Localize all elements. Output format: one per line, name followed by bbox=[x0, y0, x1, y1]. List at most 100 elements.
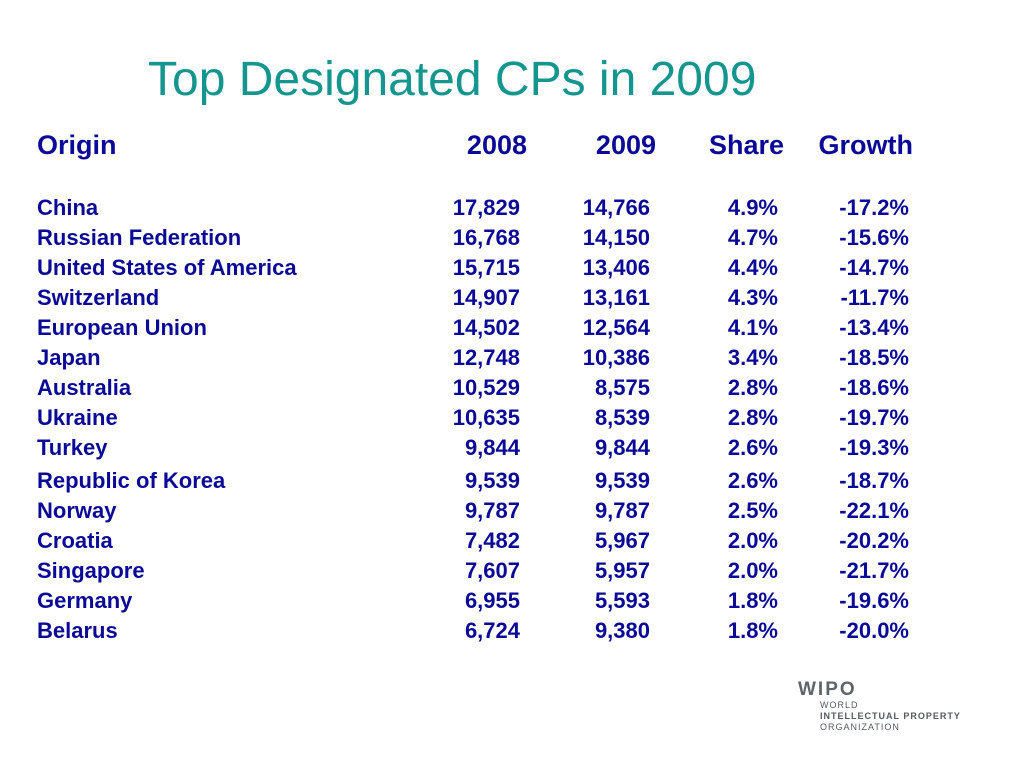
cell-growth: -17.2% bbox=[839, 195, 909, 220]
cell-share: 1.8% bbox=[727, 588, 778, 613]
cell-2009: 9,539 bbox=[594, 468, 650, 493]
cell-2008: 6,724 bbox=[464, 618, 520, 643]
cell-share: 2.0% bbox=[727, 528, 778, 553]
table-row: Belarus 6,724 9,380 1.8% -20.0% bbox=[0, 616, 1024, 646]
cell-growth: -18.7% bbox=[839, 468, 909, 493]
cell-origin: Norway bbox=[37, 498, 117, 523]
cell-2009: 9,380 bbox=[594, 618, 650, 643]
cell-origin: Belarus bbox=[37, 618, 118, 643]
wipo-logo-line-world: WORLD bbox=[820, 700, 859, 710]
cell-share: 2.8% bbox=[727, 375, 778, 400]
wipo-logo: WIPO WORLD INTELLECTUAL PROPERTY ORGANIZ… bbox=[796, 680, 996, 740]
cell-2008: 6,955 bbox=[464, 588, 520, 613]
cell-growth: -14.7% bbox=[839, 255, 909, 280]
cell-origin: Australia bbox=[37, 375, 132, 400]
table-row: Japan 12,748 10,386 3.4% -18.5% bbox=[0, 343, 1024, 373]
cell-2008: 12,748 bbox=[452, 345, 520, 370]
slide-title: Top Designated CPs in 2009 bbox=[148, 53, 757, 106]
cell-share: 4.7% bbox=[727, 225, 778, 250]
cell-2008: 9,844 bbox=[464, 435, 520, 460]
table-row: Turkey 9,844 9,844 2.6% -19.3% bbox=[0, 433, 1024, 463]
table-row: Australia 10,529 8,575 2.8% -18.6% bbox=[0, 373, 1024, 403]
cell-growth: -15.6% bbox=[839, 225, 909, 250]
table-header: Origin 2008 2009 Share Growth bbox=[0, 128, 1024, 162]
cell-origin: Turkey bbox=[37, 435, 108, 460]
cell-origin: Switzerland bbox=[37, 285, 160, 310]
cell-2008: 10,635 bbox=[452, 405, 520, 430]
cell-origin: Russian Federation bbox=[37, 225, 242, 250]
cell-2008: 16,768 bbox=[452, 225, 520, 250]
table-row: Norway 9,787 9,787 2.5% -22.1% bbox=[0, 496, 1024, 526]
cell-2008: 7,607 bbox=[464, 558, 520, 583]
cell-growth: -13.4% bbox=[839, 315, 909, 340]
cell-2009: 5,957 bbox=[594, 558, 650, 583]
cell-growth: -20.2% bbox=[839, 528, 909, 553]
cell-growth: -11.7% bbox=[840, 285, 910, 310]
cell-2009: 12,564 bbox=[582, 315, 650, 340]
wipo-logo-mark: WIPO bbox=[798, 679, 857, 700]
cell-2008: 7,482 bbox=[464, 528, 520, 553]
cell-growth: -19.7% bbox=[839, 405, 909, 430]
cell-origin: European Union bbox=[37, 315, 207, 340]
cell-growth: -21.7% bbox=[839, 558, 909, 583]
cell-2008: 9,787 bbox=[464, 498, 520, 523]
cell-2009: 14,150 bbox=[582, 225, 650, 250]
cell-share: 2.0% bbox=[727, 558, 778, 583]
cell-growth: -22.1% bbox=[839, 498, 909, 523]
cell-2008: 15,715 bbox=[452, 255, 520, 280]
cell-growth: -20.0% bbox=[839, 618, 909, 643]
table-row: European Union 14,502 12,564 4.1% -13.4% bbox=[0, 313, 1024, 343]
cell-origin: Croatia bbox=[37, 528, 113, 553]
cell-share: 4.1% bbox=[727, 315, 778, 340]
table-row: Germany 6,955 5,593 1.8% -19.6% bbox=[0, 586, 1024, 616]
cell-share: 4.4% bbox=[727, 255, 778, 280]
cell-2009: 8,539 bbox=[594, 405, 650, 430]
cell-2009: 14,766 bbox=[582, 195, 650, 220]
header-2009: 2009 bbox=[595, 130, 656, 160]
cell-growth: -18.5% bbox=[839, 345, 909, 370]
cell-growth: -19.6% bbox=[839, 588, 909, 613]
table-row: Singapore 7,607 5,957 2.0% -21.7% bbox=[0, 556, 1024, 586]
cell-origin: Republic of Korea bbox=[37, 468, 226, 493]
cell-origin: Ukraine bbox=[37, 405, 118, 430]
cell-origin: United States of America bbox=[37, 255, 297, 280]
header-share: Share bbox=[708, 130, 784, 160]
cell-origin: China bbox=[37, 195, 99, 220]
cell-share: 2.6% bbox=[727, 468, 778, 493]
cell-growth: -18.6% bbox=[839, 375, 909, 400]
cell-origin: Singapore bbox=[37, 558, 145, 583]
cell-2009: 8,575 bbox=[594, 375, 650, 400]
cell-share: 1.8% bbox=[727, 618, 778, 643]
cell-origin: Germany bbox=[37, 588, 133, 613]
table-row: Switzerland 14,907 13,161 4.3% -11.7% bbox=[0, 283, 1024, 313]
cell-2008: 10,529 bbox=[452, 375, 520, 400]
table-row: China 17,829 14,766 4.9% -17.2% bbox=[0, 193, 1024, 223]
header-origin: Origin bbox=[37, 130, 117, 160]
cell-origin: Japan bbox=[37, 345, 101, 370]
cell-2008: 14,907 bbox=[452, 285, 520, 310]
cell-share: 4.9% bbox=[727, 195, 778, 220]
table-row: Republic of Korea 9,539 9,539 2.6% -18.7… bbox=[0, 466, 1024, 496]
wipo-logo-line-intellectual-property: INTELLECTUAL PROPERTY bbox=[820, 711, 961, 721]
cell-share: 2.8% bbox=[727, 405, 778, 430]
cell-2008: 9,539 bbox=[464, 468, 520, 493]
cell-2009: 5,593 bbox=[594, 588, 650, 613]
cell-2009: 13,406 bbox=[582, 255, 650, 280]
header-growth: Growth bbox=[818, 130, 914, 160]
wipo-logo-line-organization: ORGANIZATION bbox=[820, 722, 900, 732]
header-2008: 2008 bbox=[466, 130, 527, 160]
cell-2009: 10,386 bbox=[582, 345, 650, 370]
cell-growth: -19.3% bbox=[839, 435, 909, 460]
table-row: Ukraine 10,635 8,539 2.8% -19.7% bbox=[0, 403, 1024, 433]
cell-share: 3.4% bbox=[727, 345, 778, 370]
table-row: United States of America 15,715 13,406 4… bbox=[0, 253, 1024, 283]
table-row: Croatia 7,482 5,967 2.0% -20.2% bbox=[0, 526, 1024, 556]
cell-share: 4.3% bbox=[727, 285, 778, 310]
cell-2009: 9,844 bbox=[594, 435, 650, 460]
cell-2009: 9,787 bbox=[594, 498, 650, 523]
table-row: Russian Federation 16,768 14,150 4.7% -1… bbox=[0, 223, 1024, 253]
cell-share: 2.6% bbox=[727, 435, 778, 460]
cell-2008: 17,829 bbox=[452, 195, 520, 220]
cell-2009: 13,161 bbox=[582, 285, 650, 310]
cell-2008: 14,502 bbox=[452, 315, 520, 340]
